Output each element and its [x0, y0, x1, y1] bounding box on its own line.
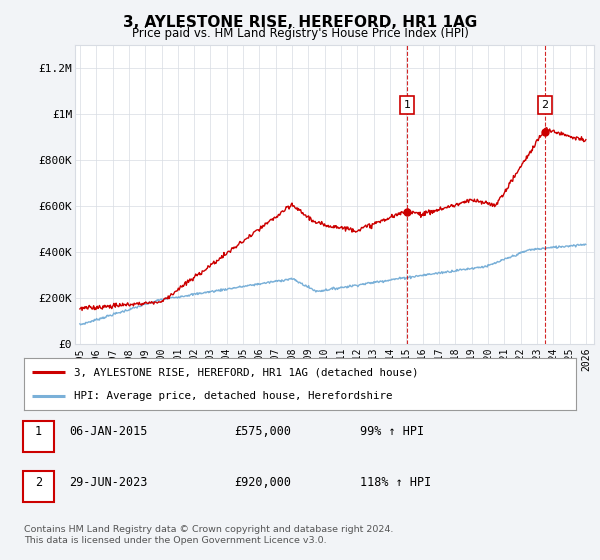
Text: Price paid vs. HM Land Registry's House Price Index (HPI): Price paid vs. HM Land Registry's House …: [131, 27, 469, 40]
Text: £575,000: £575,000: [234, 425, 291, 438]
Text: 06-JAN-2015: 06-JAN-2015: [69, 425, 148, 438]
Text: 3, AYLESTONE RISE, HEREFORD, HR1 1AG: 3, AYLESTONE RISE, HEREFORD, HR1 1AG: [123, 15, 477, 30]
Text: 118% ↑ HPI: 118% ↑ HPI: [360, 475, 431, 489]
Text: 99% ↑ HPI: 99% ↑ HPI: [360, 425, 424, 438]
Text: HPI: Average price, detached house, Herefordshire: HPI: Average price, detached house, Here…: [74, 391, 392, 401]
Text: £920,000: £920,000: [234, 475, 291, 489]
Text: 1: 1: [35, 425, 42, 438]
Text: Contains HM Land Registry data © Crown copyright and database right 2024.
This d: Contains HM Land Registry data © Crown c…: [24, 525, 394, 545]
Text: 3, AYLESTONE RISE, HEREFORD, HR1 1AG (detached house): 3, AYLESTONE RISE, HEREFORD, HR1 1AG (de…: [74, 367, 418, 377]
Text: 29-JUN-2023: 29-JUN-2023: [69, 475, 148, 489]
Text: 1: 1: [403, 100, 410, 110]
Text: 2: 2: [35, 475, 42, 489]
Text: 2: 2: [541, 100, 548, 110]
